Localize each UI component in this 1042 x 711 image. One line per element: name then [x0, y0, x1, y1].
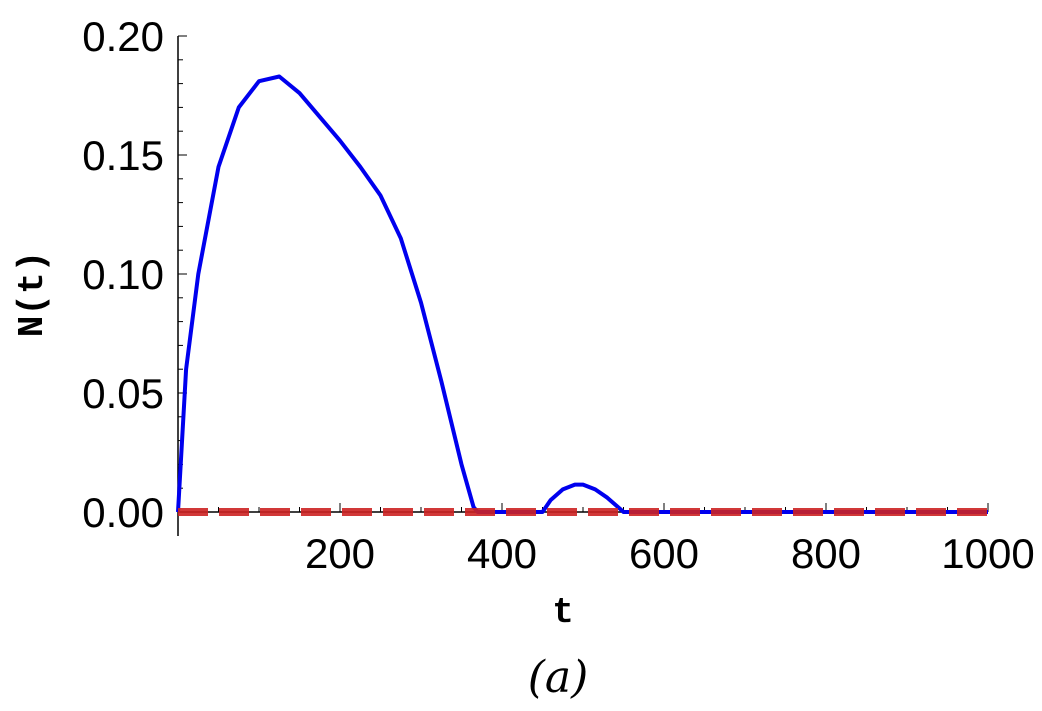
x-tick-label: 1000	[941, 530, 1034, 577]
x-tick-label: 600	[629, 530, 699, 577]
x-tick-label: 400	[467, 530, 537, 577]
series-solid-line	[176, 74, 988, 514]
axes: 0.00 0.05 0.10 0.15 0.20 200 400 600 800 1000	[82, 13, 1034, 577]
y-axis-label: N(t)	[12, 251, 53, 337]
y-tick-label: 0.20	[82, 13, 164, 60]
y-tick-label: 0.10	[82, 251, 164, 298]
y-tick-label: 0.15	[82, 132, 164, 179]
x-axis-label: t	[552, 592, 574, 633]
series-layer	[176, 74, 988, 516]
figure-caption: (a)	[528, 652, 589, 703]
x-tick-label: 800	[791, 530, 861, 577]
x-ticks: 200 400 600 800 1000	[218, 503, 1035, 577]
y-tick-label: 0.00	[82, 489, 164, 536]
x-tick-label: 200	[305, 530, 375, 577]
y-ticks: 0.00 0.05 0.10 0.15 0.20	[82, 13, 187, 536]
y-tick-label: 0.05	[82, 370, 164, 417]
